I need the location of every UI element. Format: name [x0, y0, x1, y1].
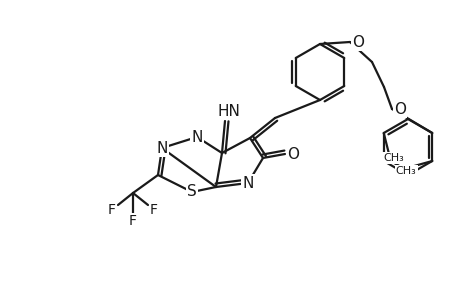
Text: F: F — [129, 214, 137, 228]
Text: CH₃: CH₃ — [395, 166, 416, 176]
Text: S: S — [187, 184, 196, 200]
Text: HN: HN — [217, 103, 240, 118]
Text: N: N — [242, 176, 253, 190]
Text: O: O — [393, 101, 405, 116]
Text: O: O — [351, 34, 363, 50]
Text: O: O — [286, 146, 298, 161]
Text: F: F — [150, 203, 157, 217]
Text: N: N — [156, 140, 168, 155]
Text: F: F — [108, 203, 116, 217]
Text: N: N — [191, 130, 202, 145]
Text: CH₃: CH₃ — [382, 153, 403, 163]
